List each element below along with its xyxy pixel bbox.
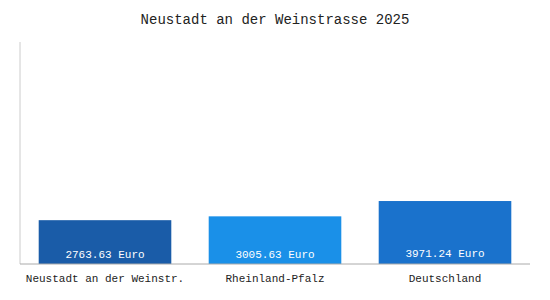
bar xyxy=(379,201,512,264)
data-labels: 2763.63 Euro 3005.63 Euro 3971.24 Euro xyxy=(65,248,484,261)
data-label: 3971.24 Euro xyxy=(405,248,484,260)
baseline xyxy=(20,264,530,265)
bar xyxy=(209,216,342,264)
page: {"chart_data": {"type": "bar", "title": … xyxy=(0,0,550,300)
bar xyxy=(39,220,172,264)
chart-svg: Neustadt an der Weinstrasse 2025 2763.63 … xyxy=(0,0,550,300)
data-label: 2763.63 Euro xyxy=(65,249,144,261)
title: Neustadt an der Weinstrasse 2025 xyxy=(141,12,410,28)
x-tick-labels: Neustadt an der Weinstr. Rheinland-Pfalz D… xyxy=(26,273,482,285)
data-label: 3005.63 Euro xyxy=(235,249,314,261)
bars xyxy=(39,201,512,264)
chart-container: Neustadt an der Weinstrasse 2025 2763.63 … xyxy=(0,0,550,300)
x-tick-label: Neustadt an der Weinstr. xyxy=(26,273,184,285)
x-tick-label: Rheinland-Pfalz xyxy=(225,273,324,285)
y-axis-line xyxy=(20,42,21,264)
x-tick-label: Deutschland xyxy=(409,273,482,285)
